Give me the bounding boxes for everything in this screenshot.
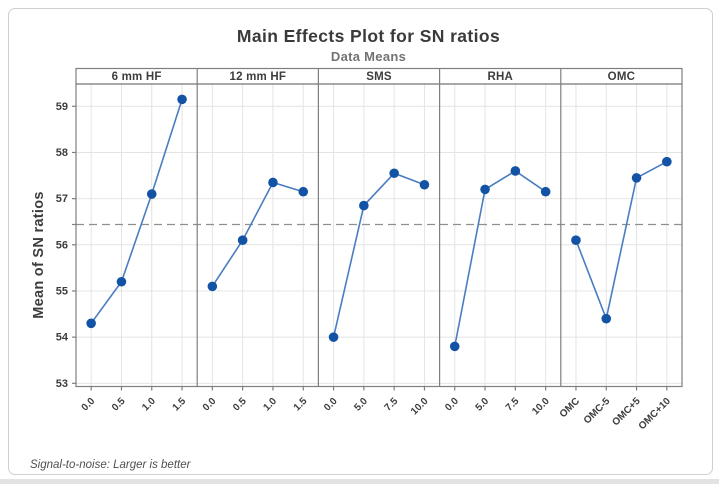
x-tick-label: 1.5 xyxy=(171,396,189,414)
panel-header-label: OMC xyxy=(608,71,635,83)
data-point xyxy=(359,200,369,211)
y-tick-label: 55 xyxy=(56,285,68,297)
bottom-edge-strip xyxy=(0,479,719,484)
data-point xyxy=(662,156,672,167)
data-point xyxy=(177,94,187,105)
x-tick-label: 7.5 xyxy=(383,396,401,414)
data-point xyxy=(146,189,157,199)
plot-frame xyxy=(75,83,683,388)
y-tick-label: 54 xyxy=(56,332,69,344)
data-point xyxy=(540,186,551,197)
x-tick-label: 0.0 xyxy=(322,396,340,414)
series-line xyxy=(575,160,668,322)
chart-subtitle: Data Means xyxy=(330,49,407,64)
data-point xyxy=(328,332,339,342)
x-tick-label: 0.0 xyxy=(443,396,461,414)
panel-header-label: 12 mm HF xyxy=(230,71,287,83)
x-tick-label: 5.0 xyxy=(352,396,370,414)
x-tick-label: 1.0 xyxy=(140,396,158,414)
x-tick-label: 0.5 xyxy=(110,396,128,414)
data-point xyxy=(86,318,96,329)
panel-header-label: 6 mm HF xyxy=(112,71,162,83)
data-point xyxy=(480,184,490,195)
data-point xyxy=(298,186,309,197)
footer-note: Signal-to-noise: Larger is better xyxy=(30,459,191,471)
y-tick-label: 59 xyxy=(56,101,68,113)
panel-header-label: SMS xyxy=(366,71,392,83)
data-point xyxy=(449,341,460,352)
chart-title: Main Effects Plot for SN ratios xyxy=(236,26,501,46)
x-tick-label: 0.5 xyxy=(231,396,249,414)
y-tick-label: 56 xyxy=(56,239,68,251)
y-tick-label: 58 xyxy=(56,147,68,159)
data-point xyxy=(389,168,399,179)
x-tick-label: 1.0 xyxy=(261,396,279,414)
x-tick-label: 1.5 xyxy=(292,396,310,414)
x-tick-label: 5.0 xyxy=(474,396,492,414)
data-point xyxy=(268,177,278,188)
x-tick-label: 0.0 xyxy=(80,396,98,414)
x-tick-label: 0.0 xyxy=(201,396,219,414)
series-line xyxy=(332,172,425,338)
x-tick-label: 7.5 xyxy=(504,396,522,414)
series-line xyxy=(211,181,304,287)
series-line xyxy=(90,99,183,324)
x-tick-label: 10.0 xyxy=(530,396,552,418)
y-tick-label: 57 xyxy=(56,193,68,205)
data-point xyxy=(207,281,218,292)
x-tick-label: OMC-5 xyxy=(582,396,613,427)
data-point xyxy=(631,173,642,183)
data-point xyxy=(116,276,127,287)
chart-card: Main Effects Plot for SN ratios Data Mea… xyxy=(8,8,713,475)
data-point xyxy=(571,235,581,245)
series-line xyxy=(453,169,547,347)
data-point xyxy=(601,313,612,324)
x-tick-label: 10.0 xyxy=(409,396,431,418)
x-tick-label: OMC+10 xyxy=(637,396,674,433)
y-tick-label: 53 xyxy=(56,378,68,390)
panel-header-label: RHA xyxy=(487,71,513,83)
data-point xyxy=(237,235,248,245)
x-tick-label: OMC xyxy=(558,396,582,420)
data-point xyxy=(419,179,430,190)
data-point xyxy=(510,166,521,176)
